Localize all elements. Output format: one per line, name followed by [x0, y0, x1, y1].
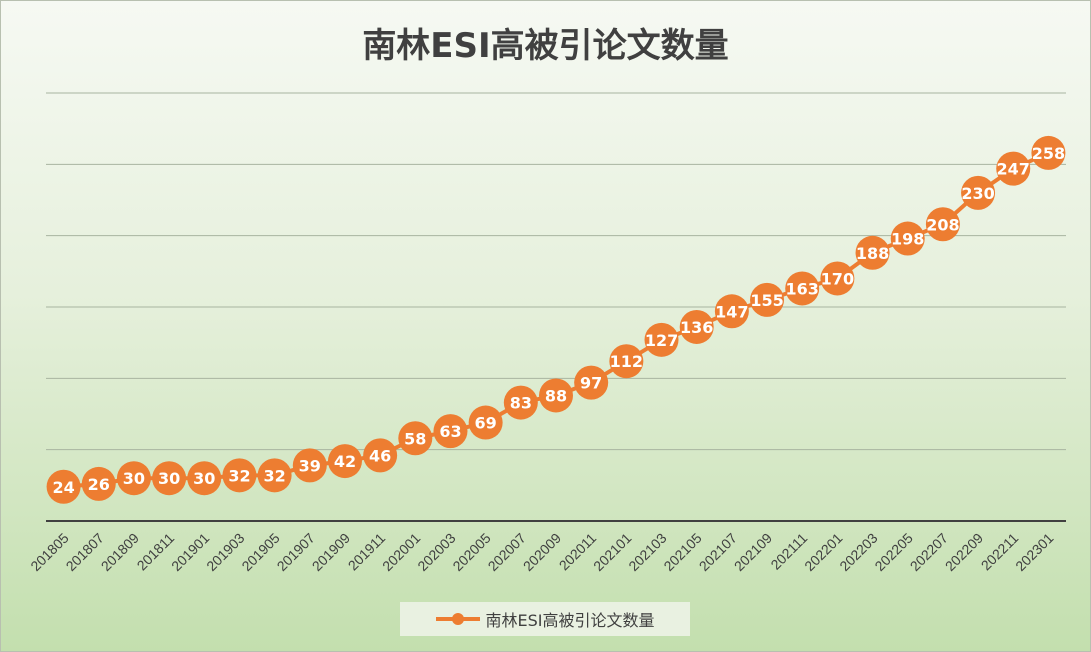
- x-tick-label: 202203: [836, 530, 880, 574]
- x-tick-label: 201905: [238, 530, 282, 574]
- data-label: 188: [856, 244, 889, 263]
- data-point: [363, 438, 398, 473]
- x-tick-label: 202007: [485, 530, 529, 574]
- data-point: [81, 466, 116, 501]
- data-label: 155: [750, 291, 783, 310]
- data-point: [890, 221, 925, 256]
- x-tick-label: 202001: [379, 530, 423, 574]
- data-label: 163: [786, 279, 819, 298]
- x-tick-label: 202301: [1012, 530, 1056, 574]
- data-label: 88: [545, 386, 567, 405]
- x-tick-label: 201807: [63, 530, 107, 574]
- data-label: 30: [158, 469, 180, 488]
- data-label: 42: [334, 452, 356, 471]
- x-tick-label: 201909: [309, 530, 353, 574]
- x-tick-label: 202009: [520, 530, 564, 574]
- data-point: [398, 421, 433, 456]
- chart-title: 南林ESI高被引论文数量: [362, 26, 729, 66]
- data-point: [679, 309, 714, 344]
- data-point: [433, 414, 468, 449]
- data-label: 58: [404, 429, 426, 448]
- data-point: [257, 458, 292, 493]
- x-tick-label: 201907: [274, 530, 318, 574]
- data-point: [187, 461, 222, 496]
- data-point: [539, 378, 573, 413]
- x-tick-label: 202005: [449, 530, 493, 574]
- x-tick-label: 202207: [907, 530, 951, 574]
- data-point: [644, 322, 679, 357]
- x-tick-label: 202205: [871, 530, 915, 574]
- data-label: 112: [610, 352, 643, 371]
- x-tick-label: 202209: [942, 530, 986, 574]
- data-label: 26: [88, 475, 110, 494]
- data-point: [750, 282, 785, 317]
- data-point: [714, 294, 749, 329]
- data-point: [327, 444, 362, 479]
- data-label: 97: [580, 374, 602, 393]
- data-point: [152, 461, 187, 496]
- x-tick-label: 202201: [801, 530, 845, 574]
- x-tick-label: 202101: [590, 530, 634, 574]
- data-point: [503, 385, 538, 420]
- data-label: 127: [645, 331, 678, 350]
- x-tick-label: 201903: [203, 530, 247, 574]
- data-label: 208: [926, 215, 959, 234]
- data-point: [961, 175, 996, 210]
- data-label: 136: [680, 318, 713, 337]
- data-label: 32: [263, 466, 285, 485]
- data-label: 230: [961, 184, 994, 203]
- data-label: 198: [891, 230, 924, 249]
- x-tick-label: 202107: [696, 530, 740, 574]
- data-point: [820, 261, 855, 296]
- data-label: 32: [228, 466, 250, 485]
- data-label: 83: [510, 394, 532, 413]
- series-line: [63, 151, 1050, 489]
- data-point: [292, 448, 327, 483]
- data-point: [116, 461, 151, 496]
- data-label: 30: [123, 469, 145, 488]
- data-point: [468, 405, 503, 440]
- data-label: 30: [193, 469, 215, 488]
- x-tick-label: 201805: [27, 530, 71, 574]
- data-label: 69: [475, 414, 497, 433]
- x-tick-label: 201901: [168, 530, 212, 574]
- data-point: [609, 344, 644, 379]
- x-tick-label: 202003: [414, 530, 458, 574]
- data-point: [996, 151, 1031, 186]
- data-label: 247: [997, 160, 1030, 179]
- data-point: [1031, 135, 1066, 170]
- data-label: 24: [52, 478, 74, 497]
- data-point: [785, 271, 820, 306]
- data-point: [222, 458, 257, 493]
- data-label: 63: [439, 422, 461, 441]
- data-label: 258: [1032, 144, 1065, 163]
- legend-label: 南林ESI高被引论文数量: [485, 611, 655, 630]
- data-point: [855, 235, 890, 270]
- data-label: 147: [715, 302, 748, 321]
- data-label: 39: [299, 456, 321, 475]
- data-point: [925, 207, 960, 242]
- x-tick-label: 202105: [660, 530, 704, 574]
- x-tick-label: 202109: [731, 530, 775, 574]
- data-label: 46: [369, 446, 391, 465]
- data-point: [46, 469, 81, 504]
- x-tick-label: 202103: [625, 530, 669, 574]
- legend: 南林ESI高被引论文数量: [400, 602, 690, 636]
- data-label: 170: [821, 269, 854, 288]
- x-tick-label: 201809: [98, 530, 142, 574]
- legend-line-marker-icon: [435, 612, 480, 626]
- data-point: [574, 365, 609, 400]
